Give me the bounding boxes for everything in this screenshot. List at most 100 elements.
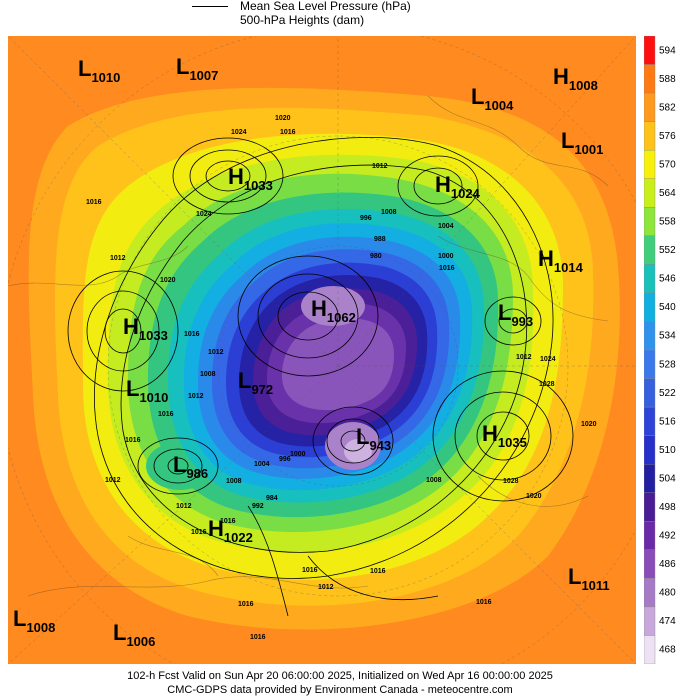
isobar-label: 1016 [125,437,141,444]
title-mslp: Mean Sea Level Pressure (hPa) [240,0,411,13]
isobar-label: 1012 [318,584,334,591]
isobar-label: 1012 [516,354,532,361]
colorbar-label: 546 [659,274,676,285]
colorbar-cell [643,292,656,322]
weather-map: L1010 L1007 L1004 H1008 L1001 H1033 H1024 H1014… [8,36,636,664]
isobar-label: 1016 [302,567,318,574]
colorbar-cell [643,235,656,265]
colorbar-label: 522 [659,388,676,399]
fill-480-pole [301,286,365,326]
isobar-labels: 1024 1020 1016 1012 1008 996 988 980 1016 1012 102… [86,115,597,641]
isobar-label: 984 [266,495,278,502]
isobar-legend-line [192,6,228,7]
isobar-label: 1016 [191,529,207,536]
isobar-label: 1000 [438,253,454,260]
colorbar-cell [643,92,656,122]
colorbar-cell [643,264,656,294]
colorbar-label: 480 [659,588,676,599]
isobar-label: 1016 [238,601,254,608]
colorbar-cell [643,406,656,436]
colorbar-cell [643,178,656,208]
isobar-label: 988 [374,236,386,243]
isobar-label: 992 [252,503,264,510]
pressure-centre-low: L1008 [13,606,55,635]
colorbar-cell [643,378,656,408]
isobar-label: 1016 [86,199,102,206]
colorbar-cell [643,149,656,179]
isobar-label: 1008 [426,477,442,484]
pressure-centre-high: H1033 [123,314,168,343]
colorbar-label: 510 [659,445,676,456]
isobar-label: 1004 [254,461,270,468]
colorbar-label: 492 [659,531,676,542]
isobar-label: 1008 [226,478,242,485]
colorbar-label: 516 [659,416,676,427]
colorbar-cell [643,463,656,493]
isobar-label: 996 [360,215,372,222]
pressure-centre-low: L1011 [568,564,610,593]
isobar-label: 1000 [290,451,306,458]
colorbar-label: 540 [659,302,676,313]
isobar-label: 1020 [581,421,597,428]
colorbar-cell [643,35,656,65]
isobar-label: 1012 [208,349,224,356]
pressure-centre-low: L1010 [78,56,120,85]
colorbar-canvas: 594 588 582 576 570 564 558 552 546 540 534 528 522 5… [643,35,676,665]
data-credit-line: CMC-GDPS data provided by Environment Ca… [167,684,513,696]
map-header: Mean Sea Level Pressure (hPa) 500-hPa He… [0,0,680,36]
coastline-layer [8,95,609,597]
isobar-label: 1024 [196,211,212,218]
pressure-centres: L1010 L1007 L1004 H1008 L1001 H1033 H1024 H1014… [13,54,610,649]
colorbar-cell [643,521,656,551]
pressure-centre-low: L1010 [126,376,168,405]
colorbar-label: 528 [659,359,676,370]
graticule-layer [8,36,636,664]
isobar-label: 1028 [503,478,519,485]
isobar-label: 1008 [200,371,216,378]
isobar-label: 996 [279,456,291,463]
colorbar-label: 564 [659,188,676,199]
colorbar-cell [643,549,656,579]
isobar-label: 1024 [231,129,247,136]
isobar-label: 1016 [280,129,296,136]
map-canvas: L1010 L1007 L1004 H1008 L1001 H1033 H1024 H1014… [8,36,636,664]
colorbar-label: 552 [659,245,676,256]
colorbar-label: 588 [659,74,676,85]
isobar-label: 1016 [220,518,236,525]
colorbar-label: 534 [659,331,676,342]
colorbar-cell [643,578,656,608]
title-500hpa: 500-hPa Heights (dam) [240,13,365,27]
height-colorbar: 594 588 582 576 570 564 558 552 546 540 534 528 522 5… [643,35,680,669]
colorbar-label: 582 [659,102,676,113]
isobar-label: 1012 [110,255,126,262]
isobar-label: 1020 [526,493,542,500]
pressure-centre-low: L1001 [561,128,603,157]
isobar-label: 1012 [188,393,204,400]
colorbar-label: 504 [659,473,676,484]
forecast-valid-line: 102-h Fcst Valid on Sun Apr 20 06:00:00 … [127,670,553,682]
isobar-label: 1016 [250,634,266,641]
isobar-label: 1012 [105,477,121,484]
isobar-label: 1024 [540,356,556,363]
pressure-centre-low: L1004 [471,84,514,113]
pressure-centre-low: L986 [173,452,208,481]
isobar-label: 1016 [439,265,455,272]
isobar-label: 1028 [539,381,555,388]
isobar-label: 1020 [275,115,291,122]
pressure-centre-high: H1062 [311,296,356,325]
colorbar-cell [643,635,656,665]
isobar-label: 1008 [381,209,397,216]
colorbar-label: 594 [659,45,676,56]
colorbar-label: 576 [659,131,676,142]
colorbar-cell [643,349,656,379]
colorbar-label: 474 [659,616,676,627]
colorbar-cell [643,321,656,351]
colorbar-cell [643,606,656,636]
colorbar-cells [643,35,656,665]
pressure-centre-low: L993 [498,300,533,329]
colorbar-cell [643,435,656,465]
colorbar-label: 570 [659,159,676,170]
pressure-centre-high: H1008 [553,64,598,93]
colorbar-cell [643,121,656,151]
isobar-label: 1012 [176,503,192,510]
